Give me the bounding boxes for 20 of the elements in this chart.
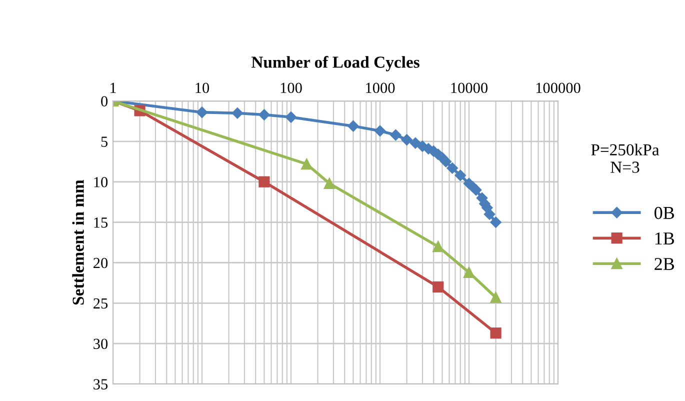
x-tick-label: 100 xyxy=(280,82,302,94)
x-tick-label: 1000 xyxy=(366,82,395,94)
y-tick-label: 15 xyxy=(94,218,108,228)
x-tick-label: 100000 xyxy=(536,82,580,94)
y-tick-label: 10 xyxy=(94,177,108,188)
legend-label: 1B xyxy=(655,232,674,244)
chart-title: Number of Load Cycles xyxy=(251,56,420,72)
text: P=250kPa N=3 xyxy=(591,144,660,173)
x-tick-label: 10 xyxy=(196,82,210,94)
x-tick-label: 1 xyxy=(110,82,116,93)
x-tick-label: 10000 xyxy=(451,82,488,94)
y-tick-label: 5 xyxy=(101,136,108,147)
y-tick-label: 35 xyxy=(94,379,108,390)
y-tick-label: 25 xyxy=(94,298,108,309)
y-tick-label: 20 xyxy=(94,258,108,268)
legend-label: 0B xyxy=(654,206,674,220)
y-axis-title: Settlement in mm xyxy=(72,180,84,305)
y-tick-label: 0 xyxy=(101,96,108,106)
y-tick-label: 30 xyxy=(94,338,108,350)
legend-label: 2B xyxy=(654,258,674,270)
